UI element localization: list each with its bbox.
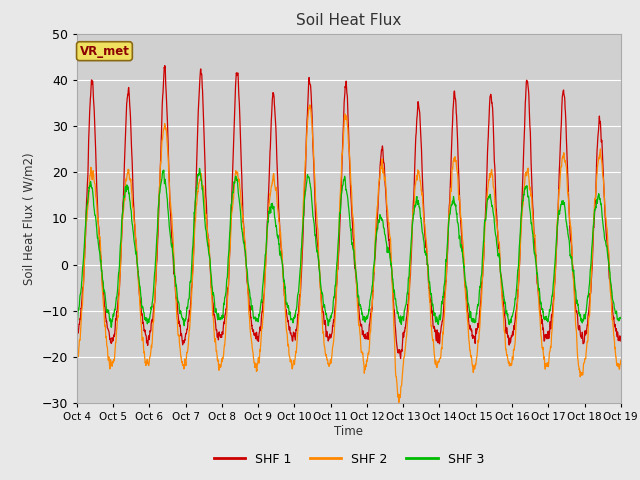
Legend: SHF 1, SHF 2, SHF 3: SHF 1, SHF 2, SHF 3 [209, 448, 489, 471]
SHF 1 [225, 276, 232, 282]
SHF 2 [306, 102, 314, 108]
X-axis label: Time: Time [334, 425, 364, 438]
SHF 2 [570, 274, 577, 280]
SHF 3 [570, 268, 577, 274]
Text: VR_met: VR_met [79, 45, 129, 58]
SHF 1 [617, 338, 625, 344]
SHF 3 [73, 313, 81, 319]
SHF 1 [161, 63, 168, 69]
SHF 1 [508, 334, 515, 340]
SHF 3 [508, 318, 515, 324]
SHF 2 [584, 324, 592, 330]
SHF 2 [395, 399, 403, 405]
SHF 2 [376, 167, 384, 172]
SHF 1 [584, 311, 592, 317]
SHF 2 [508, 360, 515, 366]
SHF 2 [617, 357, 625, 363]
SHF 3 [617, 314, 625, 320]
SHF 3 [108, 324, 115, 330]
SHF 1 [397, 356, 404, 361]
Line: SHF 1: SHF 1 [77, 66, 621, 359]
SHF 2 [225, 282, 232, 288]
SHF 2 [73, 357, 81, 362]
Title: Soil Heat Flux: Soil Heat Flux [296, 13, 401, 28]
SHF 3 [584, 294, 592, 300]
Line: SHF 3: SHF 3 [77, 168, 621, 327]
SHF 1 [365, 333, 372, 338]
Line: SHF 2: SHF 2 [77, 105, 621, 402]
SHF 2 [365, 351, 372, 357]
SHF 3 [365, 307, 372, 312]
SHF 3 [196, 166, 204, 171]
SHF 3 [377, 214, 385, 219]
SHF 3 [225, 246, 233, 252]
Y-axis label: Soil Heat Flux ( W/m2): Soil Heat Flux ( W/m2) [23, 152, 36, 285]
SHF 1 [73, 328, 81, 334]
SHF 1 [570, 269, 577, 275]
SHF 1 [376, 158, 384, 164]
